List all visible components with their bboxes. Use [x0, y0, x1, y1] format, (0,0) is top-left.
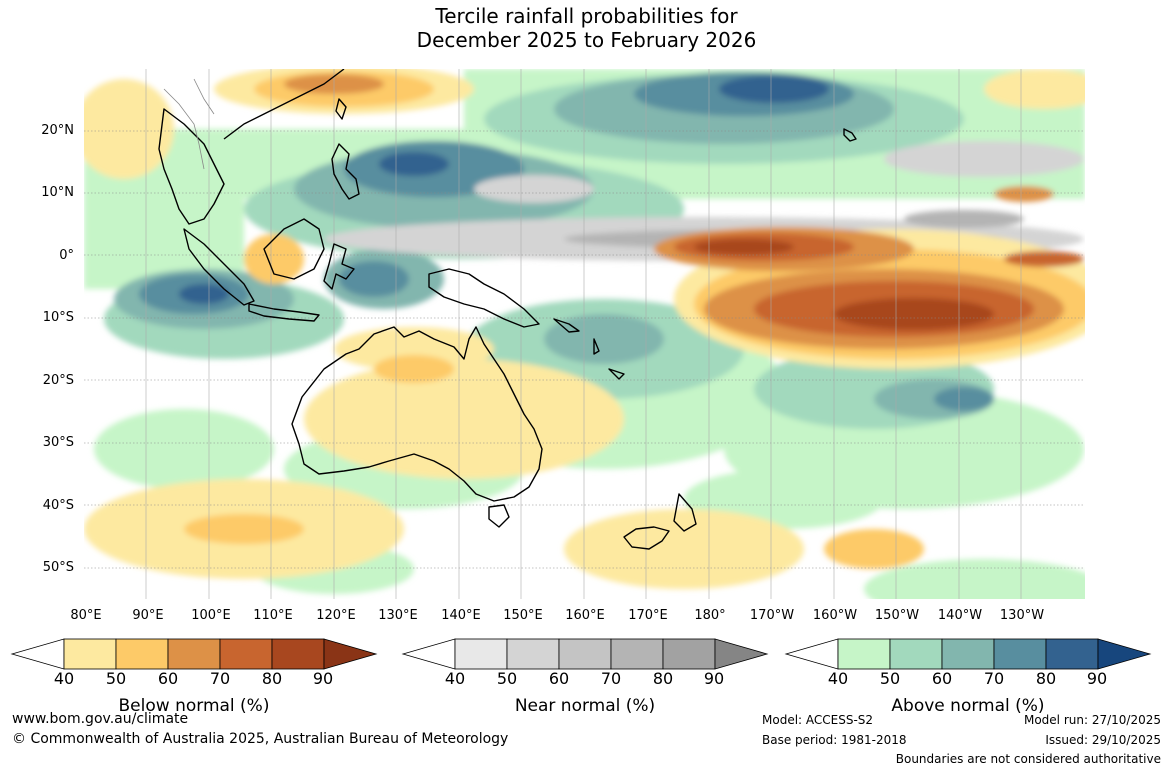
hawaii-outline [843, 128, 857, 142]
colorbar-tick: 80 [261, 669, 283, 688]
near-normal-title: Near normal (%) [514, 696, 656, 716]
philippines-outline [331, 143, 360, 200]
colorbar-below-normal [10, 638, 378, 670]
colorbar-left-triangle [784, 638, 839, 670]
new-guinea-outline [428, 268, 540, 328]
below-normal-title: Below normal (%) [118, 696, 270, 716]
lat-label: 20°S [42, 373, 74, 388]
lon-label: 150°E [503, 608, 543, 623]
title-line-2: December 2025 to February 2026 [416, 28, 757, 52]
colorbar-swatch [167, 638, 221, 670]
colorbar-tick: 40 [444, 669, 466, 688]
colorbar-tick: 50 [105, 669, 127, 688]
colorbar-tick: 90 [1086, 669, 1108, 688]
colorbar-swatch [1045, 638, 1099, 670]
colorbar-swatch [454, 638, 508, 670]
base-period-text: Base period: 1981-2018 [762, 733, 907, 747]
lon-label: 160°E [565, 608, 605, 623]
colorbar-swatch [558, 638, 612, 670]
australia-outline [291, 326, 543, 502]
colorbar-tick: 70 [983, 669, 1005, 688]
colorbar-tick: 40 [53, 669, 75, 688]
lat-label: 30°S [42, 435, 74, 450]
colorbar-tick: 60 [931, 669, 953, 688]
lat-label: 10°S [42, 310, 74, 325]
colorbar-above-svg [784, 638, 1152, 670]
probability-field [84, 69, 1085, 599]
rainfall-probability-map [84, 69, 1085, 599]
colorbar-near-normal [401, 638, 769, 670]
model-text: Model: ACCESS-S2 [762, 713, 874, 727]
lon-label: 140°E [441, 608, 481, 623]
issued-text: Issued: 29/10/2025 [1045, 733, 1161, 747]
colorbar-left-triangle [10, 638, 65, 670]
lat-label: 10°N [41, 185, 74, 200]
sumatra-outline [183, 228, 255, 306]
lon-label: 110°E [253, 608, 293, 623]
website-text: www.bom.gov.au/climate [12, 711, 189, 727]
java-outline [248, 303, 320, 322]
colorbar-swatch [662, 638, 716, 670]
colorbar-tick: 60 [157, 669, 179, 688]
lon-label: 180° [694, 608, 726, 623]
colorbar-tick: 80 [652, 669, 674, 688]
above-normal-title: Above normal (%) [891, 696, 1045, 716]
colorbar-tick: 80 [1035, 669, 1057, 688]
title-line-1: Tercile rainfall probabilities for [435, 4, 738, 28]
colorbar-near-svg [401, 638, 769, 670]
lat-label: 0° [59, 248, 74, 263]
lat-label: 20°N [41, 123, 74, 138]
colorbar-swatch [941, 638, 995, 670]
colorbar-tick: 50 [496, 669, 518, 688]
colorbar-swatch [115, 638, 169, 670]
colorbar-right-triangle [714, 638, 769, 670]
lon-label: 130°W [999, 608, 1045, 623]
lon-label: 160°W [812, 608, 858, 623]
lon-label: 90°E [132, 608, 164, 623]
colorbar-swatch [63, 638, 117, 670]
borneo-outline [263, 218, 325, 280]
lon-label: 140°W [937, 608, 983, 623]
lon-label: 100°E [191, 608, 231, 623]
lon-label: 130°E [378, 608, 418, 623]
colorbar-tick: 60 [548, 669, 570, 688]
colorbar-tick: 90 [312, 669, 334, 688]
colorbar-swatch [506, 638, 560, 670]
china-coast-outline [223, 69, 345, 140]
colorbar-tick: 40 [827, 669, 849, 688]
new-zealand-outline [623, 493, 697, 550]
se-asia-outline [158, 108, 225, 225]
colorbar-right-triangle [323, 638, 378, 670]
copyright-text: © Commonwealth of Australia 2025, Austra… [12, 731, 509, 747]
colorbar-right-triangle [1097, 638, 1152, 670]
colorbar-below-svg [10, 638, 378, 670]
colorbar-swatch [993, 638, 1047, 670]
map-title: Tercile rainfall probabilities for Decem… [0, 4, 1173, 52]
tasmania-outline [488, 504, 510, 528]
lon-label: 80°E [70, 608, 102, 623]
colorbar-above-normal [784, 638, 1152, 670]
colorbar-tick: 70 [600, 669, 622, 688]
model-run-text: Model run: 27/10/2025 [1023, 713, 1161, 727]
colorbar-left-triangle [401, 638, 456, 670]
colorbar-tick: 90 [703, 669, 725, 688]
colorbar-swatch [610, 638, 664, 670]
sulawesi-outline [323, 243, 355, 290]
disclaimer-text: Boundaries are not considered authoritat… [895, 752, 1161, 766]
colorbar-swatch [889, 638, 943, 670]
lon-label: 170°E [628, 608, 668, 623]
lat-label: 40°S [42, 498, 74, 513]
graticule [84, 130, 1085, 569]
colorbar-swatch [271, 638, 325, 670]
coastlines [158, 69, 857, 550]
colorbar-swatch [837, 638, 891, 670]
colorbar-swatch [219, 638, 273, 670]
lon-label: 150°W [874, 608, 920, 623]
country-borders [163, 78, 215, 170]
lon-label: 120°E [316, 608, 356, 623]
colorbar-tick: 50 [879, 669, 901, 688]
lon-label: 170°W [749, 608, 795, 623]
lat-label: 50°S [42, 560, 74, 575]
colorbar-tick: 70 [209, 669, 231, 688]
